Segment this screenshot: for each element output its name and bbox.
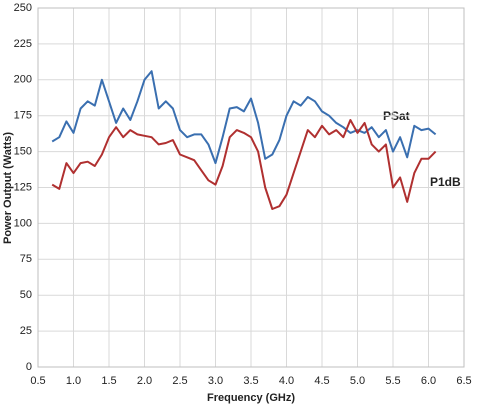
series-label: P1dB [430, 175, 461, 189]
x-tick-label: 5.5 [385, 375, 400, 387]
y-tick-label: 100 [14, 217, 32, 229]
x-tick-label: 0.5 [30, 375, 45, 387]
plot-frame [37, 7, 465, 368]
x-tick-label: 6.0 [421, 375, 436, 387]
x-tick-label: 2.5 [172, 375, 187, 387]
y-axis-title: Power Output (Watts) [2, 132, 14, 244]
x-tick-label: 6.5 [456, 375, 471, 387]
y-tick-label: 175 [14, 110, 32, 122]
y-tick-label: 225 [14, 38, 32, 50]
y-tick-label: 150 [14, 146, 32, 158]
y-tick-label: 25 [20, 325, 32, 337]
y-tick-label: 250 [14, 2, 32, 14]
x-tick-label: 2.0 [137, 375, 152, 387]
x-tick-label: 3.5 [243, 375, 258, 387]
y-tick-label: 50 [20, 289, 32, 301]
x-tick-label: 1.5 [101, 375, 116, 387]
y-tick-label: 125 [14, 181, 32, 193]
y-tick-label: 0 [26, 361, 32, 373]
x-tick-label: 1.0 [66, 375, 81, 387]
y-tick-label: 200 [14, 74, 32, 86]
x-tick-label: 3.0 [208, 375, 223, 387]
series-line [51, 70, 437, 165]
y-tick-label: 75 [20, 253, 32, 265]
series-line [51, 119, 437, 210]
x-tick-label: 4.0 [279, 375, 294, 387]
x-tick-label: 5.0 [350, 375, 365, 387]
x-axis-title: Frequency (GHz) [207, 392, 295, 404]
x-tick-label: 4.5 [314, 375, 329, 387]
